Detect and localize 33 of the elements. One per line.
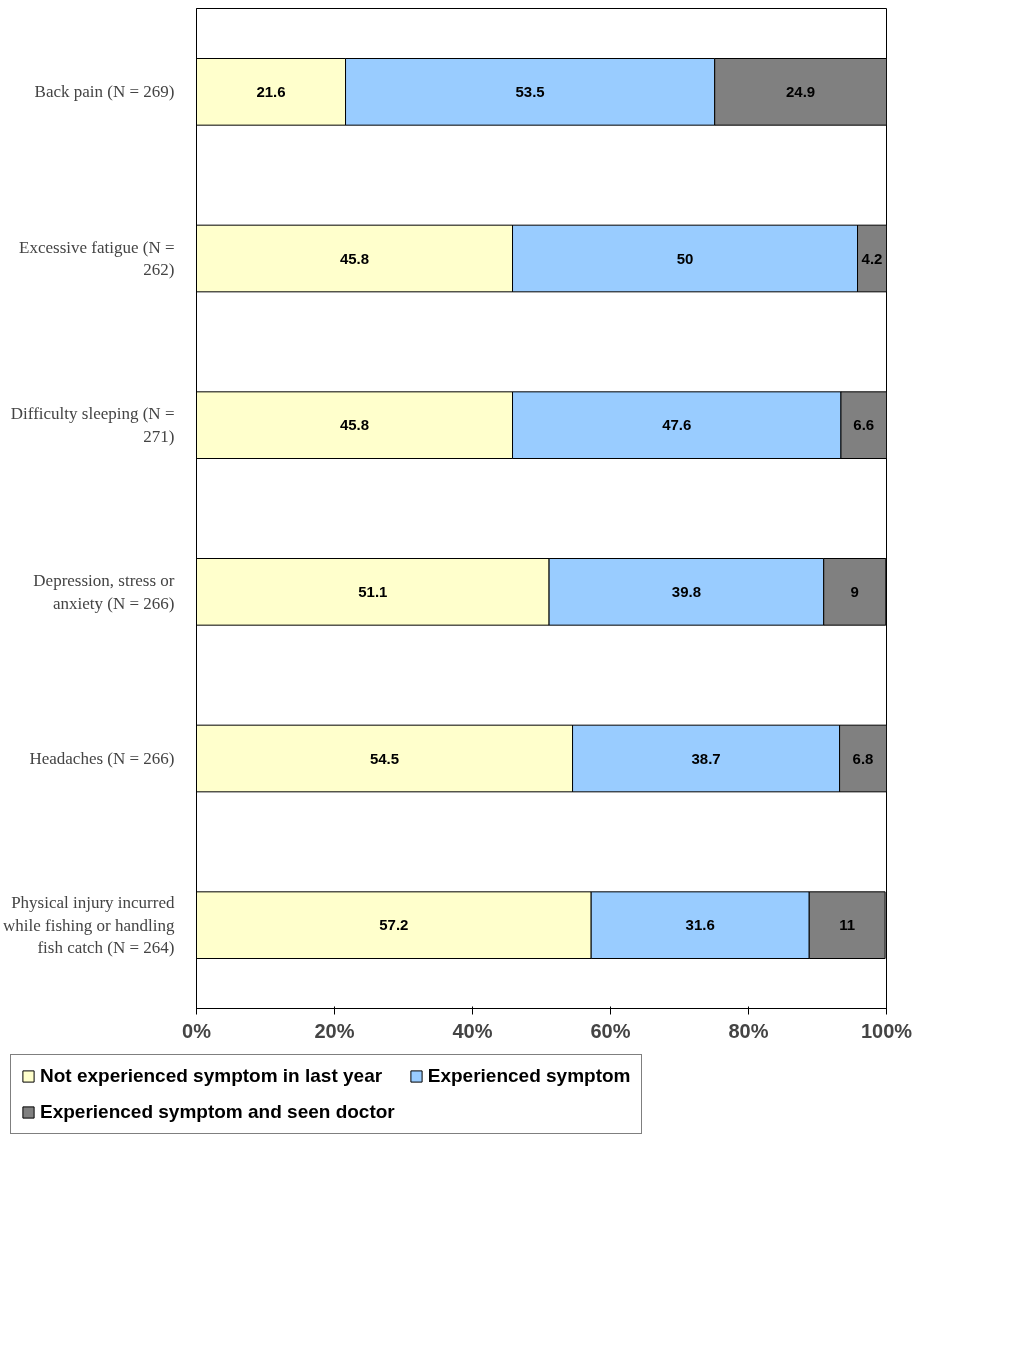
data-label: 51.1 bbox=[358, 582, 388, 600]
data-label: 47.6 bbox=[662, 416, 692, 434]
y-tick-label: Headaches (N = 266) bbox=[29, 749, 175, 768]
data-label: 6.6 bbox=[853, 416, 875, 434]
data-label: 50 bbox=[676, 249, 694, 267]
x-tick-label: 60% bbox=[590, 1019, 631, 1042]
data-label: 31.6 bbox=[685, 916, 715, 934]
data-label: 24.9 bbox=[786, 82, 816, 100]
data-label: 57.2 bbox=[379, 916, 409, 934]
data-label: 38.7 bbox=[691, 749, 721, 767]
data-label: 6.8 bbox=[852, 749, 874, 767]
legend-label: Experienced symptom bbox=[427, 1065, 631, 1087]
y-tick-label: Back pain (N = 269) bbox=[34, 82, 175, 102]
data-label: 45.8 bbox=[339, 416, 370, 434]
legend-label: Not experienced symptom in last year bbox=[40, 1065, 383, 1087]
data-label: 9 bbox=[850, 582, 859, 600]
data-label: 11 bbox=[839, 916, 856, 934]
x-tick-label: 20% bbox=[314, 1019, 355, 1042]
x-tick-label: 80% bbox=[728, 1019, 769, 1042]
data-label: 39.8 bbox=[671, 582, 702, 600]
x-tick-label: 40% bbox=[452, 1019, 493, 1042]
y-tick-label: Excessive fatigue (N = 262) bbox=[19, 237, 175, 280]
data-label: 45.8 bbox=[339, 249, 370, 267]
data-label: 21.6 bbox=[256, 82, 286, 100]
data-label: 54.5 bbox=[369, 749, 400, 767]
y-tick-label: Difficulty sleeping (N = 271) bbox=[10, 404, 175, 447]
x-tick-label: 100% bbox=[860, 1019, 913, 1042]
y-tick-label: Depression, stress or anxiety (N = 266) bbox=[33, 570, 175, 613]
data-label: 4.2 bbox=[861, 249, 883, 267]
y-tick-label: Physical injury incurred while fishing or handling fish catch (N = 264) bbox=[3, 892, 175, 958]
data-label: 53.5 bbox=[515, 82, 545, 100]
x-tick-label: 0% bbox=[182, 1019, 212, 1042]
legend-label: Experienced symptom and seen doctor bbox=[40, 1101, 395, 1123]
